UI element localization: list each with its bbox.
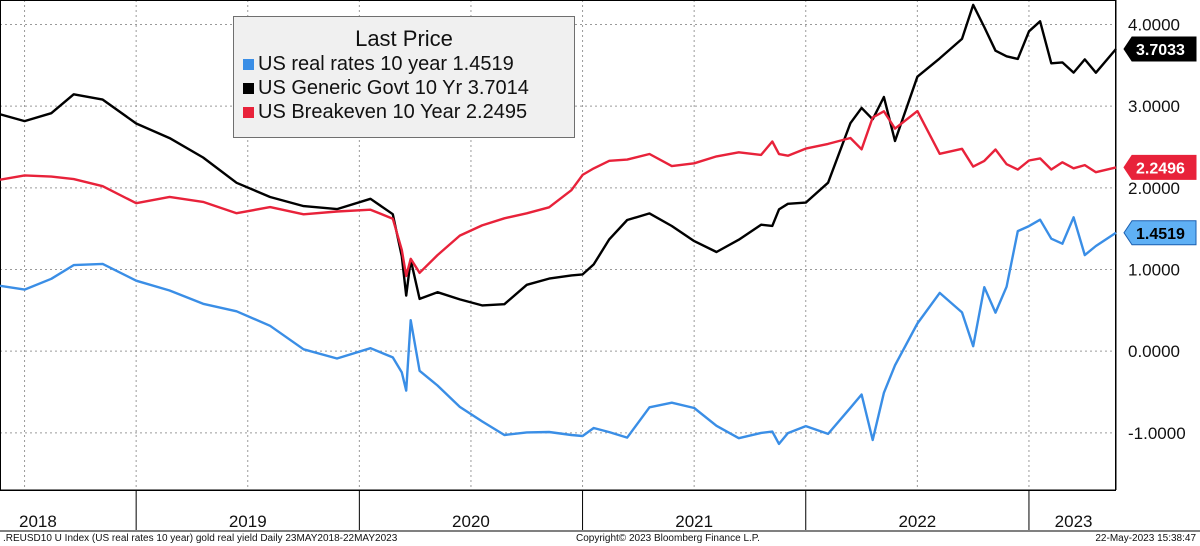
y-tick-label: 0.0000 <box>1128 342 1180 361</box>
legend-label-govt-10yr: US Generic Govt 10 Yr 3.7014 <box>258 76 529 99</box>
x-year-label: 2020 <box>452 512 490 531</box>
legend: Last Price US real rates 10 year 1.4519 … <box>233 16 575 138</box>
series-lines <box>0 3 1117 446</box>
y-tick-label: -1.0000 <box>1128 424 1186 443</box>
series-line <box>0 109 1117 278</box>
last-value-badges: 1.4519 3.7033 2.2496 <box>1123 36 1197 246</box>
last-value-badge-label: 1.4519 <box>1136 226 1185 243</box>
x-year-label: 2022 <box>898 512 936 531</box>
x-year-label: 2023 <box>1055 512 1093 531</box>
last-value-badge <box>1123 220 1197 246</box>
footer-copyright: Copyright© 2023 Bloomberg Finance L.P. <box>576 533 760 544</box>
x-year-label: 2018 <box>19 512 57 531</box>
legend-entry-govt-10yr: US Generic Govt 10 Yr 3.7014 <box>234 76 574 100</box>
series-line <box>0 216 1117 446</box>
y-tick-label: 1.0000 <box>1128 261 1180 280</box>
x-year-label: 2021 <box>675 512 713 531</box>
last-value-badge-label: 2.2496 <box>1136 160 1185 177</box>
x-year-label: 2019 <box>229 512 267 531</box>
legend-swatch-blue <box>243 58 254 70</box>
last-value-badge <box>1123 154 1197 180</box>
y-tick-label: 3.0000 <box>1128 97 1180 116</box>
legend-swatch-black <box>243 82 254 94</box>
footer-timestamp: 22-May-2023 15:38:47 <box>1095 533 1196 544</box>
legend-title: Last Price <box>355 26 453 51</box>
legend-swatch-red <box>243 106 254 118</box>
last-value-badge-label: 3.7033 <box>1136 42 1185 59</box>
series-line <box>0 3 1117 307</box>
legend-label-breakeven: US Breakeven 10 Year 2.2495 <box>258 100 528 123</box>
last-value-badge <box>1123 36 1197 62</box>
footer-source: .REUSD10 U Index (US real rates 10 year)… <box>3 533 398 544</box>
legend-label-real-rates: US real rates 10 year 1.4519 <box>258 52 514 75</box>
axes: 4.0000 3.0000 2.0000 1.0000 0.0000 -1.0000 201… <box>0 0 1200 532</box>
footer: .REUSD10 U Index (US real rates 10 year)… <box>3 533 1196 544</box>
y-tick-label: 4.0000 <box>1128 16 1180 35</box>
legend-entry-real-rates: US real rates 10 year 1.4519 <box>234 52 574 76</box>
y-tick-label: 2.0000 <box>1128 179 1180 198</box>
legend-entry-breakeven: US Breakeven 10 Year 2.2495 <box>234 100 574 124</box>
